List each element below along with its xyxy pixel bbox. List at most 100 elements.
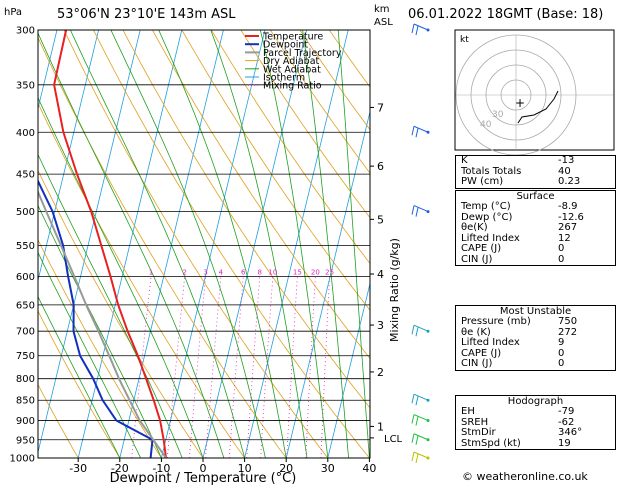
parcel-trajectory-line: [38, 189, 167, 458]
mixing-ratio-label: 20: [311, 268, 320, 276]
wind-barb: [413, 125, 429, 133]
most-unstable-row: θe (K) 272: [456, 327, 615, 339]
pressure-tick-label: 900: [16, 416, 35, 427]
mixing-ratio-line: [228, 276, 244, 458]
wind-barb-dot: [426, 438, 430, 442]
pressure-tick-label: 1000: [10, 454, 35, 465]
most-unstable-row: CAPE (J) 0: [456, 347, 615, 360]
pressure-tick-label: 300: [16, 26, 35, 37]
wind-barb-flag: [415, 207, 419, 217]
legend-entry: Dry Adiabat: [263, 56, 320, 67]
surface-row: CAPE (J) 0: [456, 243, 615, 255]
isotherm-line: [77, 30, 183, 458]
hodograph-table-title: Hodograph: [507, 396, 564, 407]
background-lines: [0, 30, 370, 458]
dry-adiabat-line: [240, 30, 370, 219]
mixing-ratio-label: 8: [258, 268, 262, 276]
mixing-ratio-label: 25: [325, 268, 334, 276]
temperature-tick-label: 30: [321, 462, 335, 475]
most-unstable-label: Lifted Index: [461, 337, 520, 348]
hodograph-stat-value: -79: [558, 406, 575, 417]
hodograph-stat-row: EH -79: [456, 406, 615, 418]
mixing-ratio-label: 15: [293, 268, 302, 276]
surface-value: -12.6: [558, 211, 584, 223]
wind-barb: [413, 23, 429, 31]
wind-barb-flag: [415, 416, 419, 426]
hodograph-stat-value: 346°: [558, 427, 583, 438]
legend-entry: Mixing Ratio: [263, 81, 322, 92]
dry-adiabat-line: [38, 36, 287, 458]
hodograph-stat-row: SREH -62: [456, 416, 615, 429]
surface-row: θe(K) 267: [456, 222, 615, 234]
asl-unit: ASL: [374, 17, 393, 28]
km-tick-label: 1: [377, 420, 384, 433]
mixing-ratio-line: [131, 276, 152, 458]
temperature-tick-label: 0: [200, 462, 207, 475]
mixing-ratio-label: 10: [268, 268, 277, 276]
mixing-ratio-labels: 1 2 3 4 6 8 10 15 20 25: [149, 268, 334, 276]
isotherm-line: [38, 30, 141, 454]
most-unstable-value: 9: [558, 337, 565, 348]
hodograph-ring-label: 40: [480, 120, 492, 130]
isotherm-line: [161, 30, 266, 458]
wind-barb: [413, 393, 429, 401]
hodograph-stat-label: SREH: [461, 416, 489, 428]
surface-label: CIN (J): [461, 253, 493, 265]
indices-table: K -13 Totals Totals 40 PW (cm) 0.23: [455, 155, 616, 189]
index-row: K -13: [456, 155, 615, 167]
wet-adiabat-line: [38, 96, 204, 458]
hodograph-frame: [454, 29, 615, 151]
surface-value: 12: [558, 232, 571, 244]
index-value: 40: [558, 165, 571, 177]
wind-barb-flag: [411, 23, 415, 34]
pressure-tick-label: 450: [16, 170, 35, 181]
lcl-label: LCL: [384, 434, 403, 445]
index-label: K: [461, 155, 468, 166]
temperature-axis: -30 -20 -10 0 10 20 30 40: [69, 458, 376, 475]
index-value: 0.23: [558, 176, 581, 187]
mixing-ratio-label: 6: [241, 268, 246, 276]
wind-barb: [413, 414, 429, 422]
wind-barb-dot: [426, 130, 430, 134]
wind-barb-dot: [426, 456, 430, 460]
storm-motion-marker: +: [515, 96, 525, 110]
km-unit: km: [374, 4, 390, 15]
pressure-tick-label: 500: [16, 207, 35, 218]
most-unstable-row: Pressure (mb) 750: [456, 316, 615, 328]
dry-adiabat-line: [38, 383, 79, 458]
km-tick-label: 7: [377, 101, 384, 114]
surface-row: Temp (°C) -8.9: [456, 201, 615, 213]
most-unstable-label: CAPE (J): [461, 347, 502, 359]
pressure-unit: hPa: [4, 7, 23, 18]
mixing-ratio-line: [286, 276, 298, 458]
wet-adiabat-line: [302, 30, 349, 458]
pressure-axis: 300 350 400 450 500 550 600 650 700 750 800 850 900 9…: [10, 26, 35, 465]
wet-adiabat-line: [110, 30, 266, 458]
km-tick-label: 2: [377, 366, 384, 379]
temperature-tick-label: 40: [362, 462, 376, 475]
surface-label: Dewp (°C): [461, 211, 513, 223]
hodograph-stat-label: StmDir: [461, 427, 496, 438]
mixing-ratio-line: [320, 276, 330, 458]
mixing-ratio-line: [305, 276, 316, 458]
wind-barb-flag: [411, 433, 415, 443]
dry-adiabat-line: [152, 30, 370, 360]
wind-barb-flag: [415, 327, 419, 337]
hodograph-ring-label: 30: [492, 110, 504, 120]
temperature-tick-label: -20: [111, 462, 129, 475]
wind-barb-dot: [426, 329, 430, 333]
wind-barb-flag: [411, 451, 415, 462]
wind-barb-flag: [411, 126, 415, 136]
hodograph-unit: kt: [460, 35, 469, 45]
mixing-ratio-label: 1: [149, 268, 153, 276]
index-value: -13: [558, 155, 575, 166]
index-label: PW (cm): [461, 176, 504, 187]
km-tick-label: 4: [377, 268, 384, 281]
wind-barb-dot: [426, 398, 430, 402]
surface-row: CIN (J) 0: [456, 253, 615, 266]
most-unstable-row: CIN (J) 0: [456, 358, 615, 370]
isotherm-line: [0, 30, 15, 458]
mixing-ratio-line: [188, 276, 206, 458]
wind-barb-dot: [426, 210, 430, 214]
